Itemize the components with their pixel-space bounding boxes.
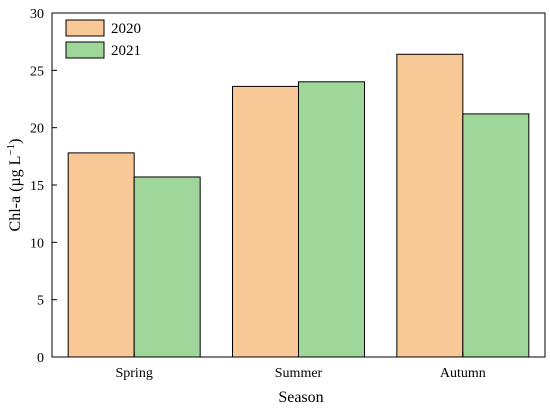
y-tick-label: 25 (30, 64, 44, 79)
bar-2020-spring (67, 152, 135, 358)
bar-2021-spring (133, 176, 201, 358)
y-tick-label: 10 (30, 236, 44, 251)
plot-layer: 0 5 10 15 20 25 30 Spring Summer Autumn (30, 7, 546, 381)
y-tick-label: 20 (30, 122, 44, 137)
legend-label-2020: 2020 (111, 21, 141, 37)
legend-label-2021: 2021 (111, 43, 141, 59)
x-tick-label: Autumn (440, 366, 486, 381)
y-tick-label: 5 (37, 294, 44, 309)
legend-swatch-2020 (65, 19, 105, 37)
bar-2021-autumn (462, 113, 530, 358)
y-axis-title-close: ) (7, 139, 24, 144)
y-axis-title: Chl-a (µg L−1) (5, 139, 24, 232)
bar-2021-summer (298, 81, 365, 358)
x-tick-label: Summer (275, 366, 323, 381)
y-tick-label: 0 (37, 351, 44, 366)
y-axis-title-superscript: −1 (5, 144, 17, 156)
bar-2020-summer (232, 85, 299, 358)
legend-swatch-2021 (65, 41, 105, 59)
legend: 2020 2021 (65, 19, 141, 59)
x-axis-title: Season (278, 389, 323, 406)
x-tick-label: Spring (115, 366, 152, 381)
y-tick-label: 15 (30, 179, 44, 194)
y-tick-label: 30 (30, 7, 44, 22)
y-axis-title-main: Chl-a (µg L (7, 156, 24, 232)
bar-2020-autumn (396, 53, 464, 358)
